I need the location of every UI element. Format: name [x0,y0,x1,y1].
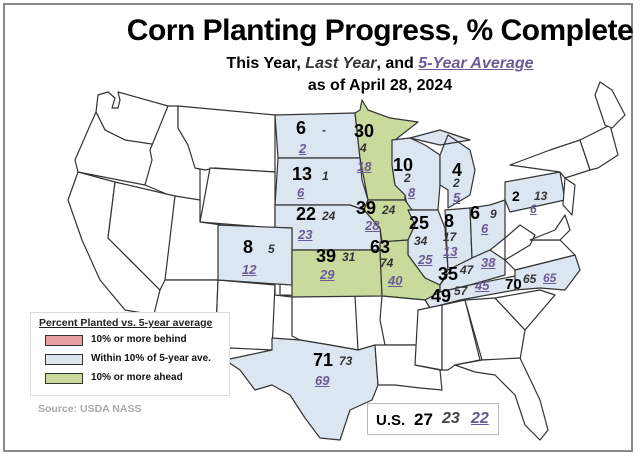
state-fl [454,357,549,441]
wi-avg: 8 [408,185,416,200]
nc-last-year: 65 [523,272,537,286]
nd-last-year: - [322,123,326,137]
mi-avg: 5 [453,190,461,205]
nd-avg: 2 [299,141,307,156]
state-sc [494,289,556,331]
state-ne-states [579,124,619,171]
sd-this-year: 13 [292,164,313,184]
ne-last-year: 24 [322,209,336,223]
subtitle-and: , and [376,55,419,72]
mn-this-year: 30 [354,121,375,141]
legend-swatch-within [45,354,83,365]
in-last-year: 17 [443,230,457,244]
subtitle-this-year: This Year, [226,55,306,72]
state-ks [291,249,383,298]
co-this-year: 8 [243,237,254,257]
pa-last-year: 13 [534,189,548,203]
tx-avg: 69 [315,373,330,388]
pa-this-year: 2 [512,188,520,204]
il-this-year: 25 [409,213,430,233]
state-mt [177,105,276,173]
subtitle-last-year: Last Year [305,55,377,72]
state-mi [409,129,476,209]
ne-this-year: 22 [296,204,317,224]
us-label: U.S. [376,412,406,429]
ks-this-year: 39 [316,246,337,266]
mi-this-year: 4 [452,160,463,180]
sd-avg: 6 [297,185,305,200]
us-total-box: U.S. 27 23 22 [367,403,499,435]
legend-label-ahead: 10% or more ahead [91,372,183,383]
state-nd [274,112,361,159]
tn-this-year: 49 [431,286,452,306]
sd-last-year: 1 [322,169,329,183]
in-this-year: 8 [444,211,455,231]
state-wy [199,167,276,229]
state-ms [414,304,443,371]
mi-last-year: 2 [453,176,460,190]
subtitle: This Year, Last Year, and 5-Year Average [0,55,640,73]
mo-this-year: 63 [370,237,391,257]
state-md [529,214,571,241]
pa-avg: 6 [530,202,537,216]
mn-avg: 18 [357,159,372,174]
ne-avg: 23 [298,227,313,242]
ia-last-year: 24 [382,203,396,217]
us-this-year: 27 [414,410,433,429]
ks-avg: 29 [320,267,335,282]
us-avg: 22 [471,410,489,427]
legend-label-within: Within 10% of 5-year ave. [91,353,211,364]
tx-last-year: 73 [339,354,353,368]
il-last-year: 34 [414,234,428,248]
as-of-date: as of April 28, 2024 [307,77,453,94]
tn-last-year: 57 [454,284,468,298]
nd-this-year: 6 [296,118,307,138]
page-title: Corn Planting Progress, % Complete [126,14,634,47]
state-tx [224,337,379,441]
state-ny [509,139,591,179]
ia-this-year: 39 [356,198,377,218]
tx-this-year: 71 [313,350,334,370]
legend-label-behind: 10% or more behind [91,334,187,345]
wi-last-year: 2 [404,171,411,185]
ky-avg: 38 [481,255,496,270]
mn-last-year: 4 [360,141,367,155]
state-me [594,81,626,129]
state-ga [464,297,526,361]
legend-swatch-ahead [45,373,83,384]
state-nj [562,177,576,216]
co-last-year: 5 [268,242,275,256]
co-avg: 12 [242,262,257,277]
ks-last-year: 31 [342,250,356,264]
source-note: Source: USDA NASS [38,403,142,415]
legend-swatch-behind [45,335,83,346]
oh-this-year: 6 [470,203,481,223]
oh-last-year: 9 [490,207,497,221]
il-avg: 25 [418,252,433,267]
nc-avg: 65 [543,271,557,285]
state-sd [274,157,369,211]
state-pa [504,171,566,213]
legend: Percent Planted vs. 5-year average 10% o… [30,312,230,396]
mo-avg: 40 [388,273,403,288]
legend-title: Percent Planted vs. 5-year average [39,317,213,329]
subtitle-five-year: 5-Year Average [418,55,534,72]
oh-avg: 6 [481,221,489,236]
wi-this-year: 10 [393,155,414,175]
mo-last-year: 74 [380,256,394,270]
in-avg: 13 [443,244,458,259]
ky-last-year: 47 [460,263,474,277]
tn-avg: 45 [475,278,490,293]
ia-avg: 28 [365,218,380,233]
us-last-year: 23 [442,410,460,427]
nc-this-year: 70 [505,276,522,293]
ky-this-year: 35 [438,264,459,284]
